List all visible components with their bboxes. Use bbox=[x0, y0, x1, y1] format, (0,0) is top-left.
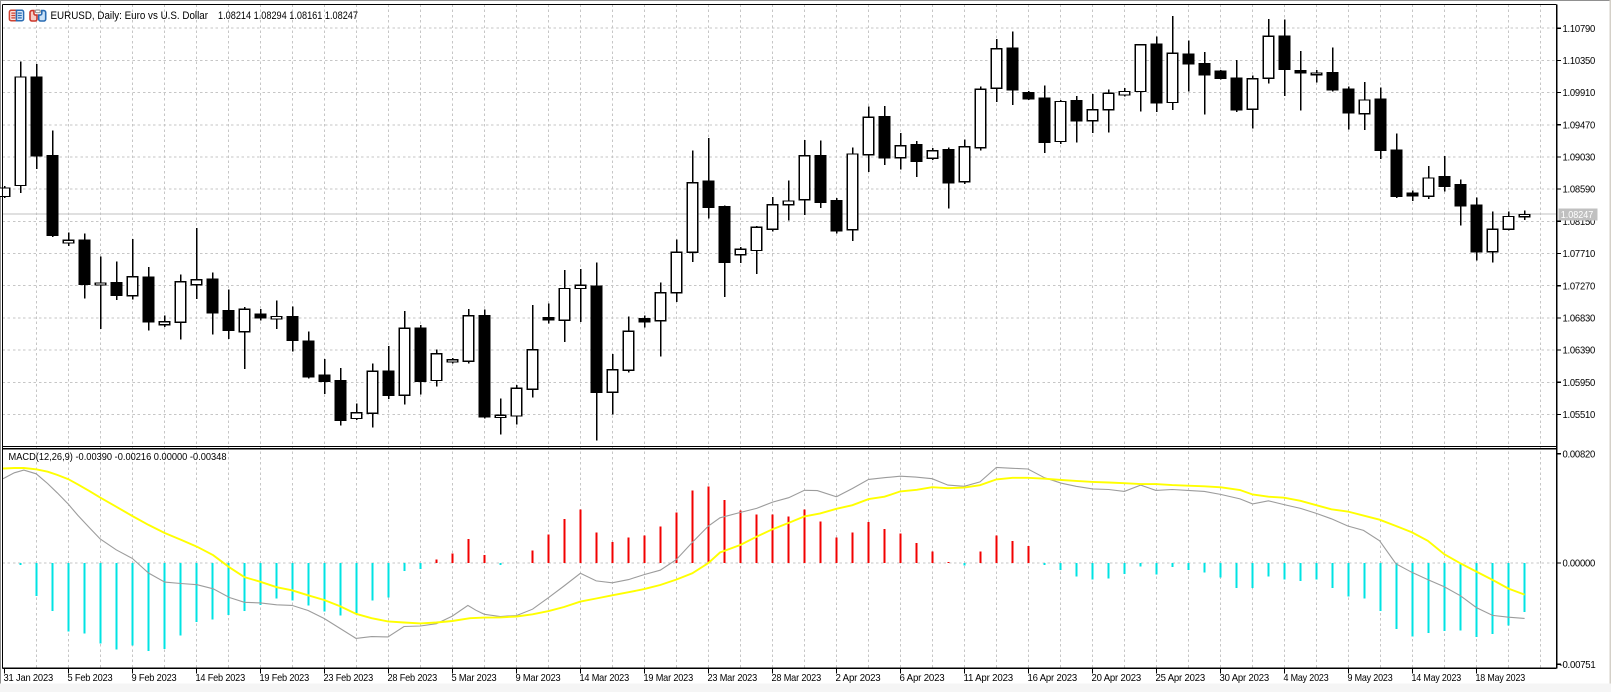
svg-text:28 Mar 2023: 28 Mar 2023 bbox=[772, 673, 822, 684]
svg-text:2 Apr 2023: 2 Apr 2023 bbox=[836, 673, 881, 684]
svg-text:1.06830: 1.06830 bbox=[1563, 314, 1596, 325]
svg-text:30 Apr 2023: 30 Apr 2023 bbox=[1220, 673, 1270, 684]
svg-text:1.08247: 1.08247 bbox=[1561, 210, 1594, 221]
svg-text:31 Jan 2023: 31 Jan 2023 bbox=[4, 673, 54, 684]
svg-text:11 Apr 2023: 11 Apr 2023 bbox=[964, 673, 1014, 684]
svg-text:14 Feb 2023: 14 Feb 2023 bbox=[196, 673, 246, 684]
svg-text:1.05950: 1.05950 bbox=[1563, 378, 1596, 389]
svg-text:5 Mar 2023: 5 Mar 2023 bbox=[452, 673, 497, 684]
svg-text:1.06390: 1.06390 bbox=[1563, 346, 1596, 357]
svg-text:9 May 2023: 9 May 2023 bbox=[1348, 673, 1393, 684]
svg-text:20 Apr 2023: 20 Apr 2023 bbox=[1092, 673, 1142, 684]
svg-text:1.09030: 1.09030 bbox=[1563, 153, 1596, 164]
svg-text:1.08214 1.08294 1.08161 1.0824: 1.08214 1.08294 1.08161 1.08247 bbox=[218, 10, 358, 22]
svg-text:1.08590: 1.08590 bbox=[1563, 185, 1596, 196]
svg-text:9 Feb 2023: 9 Feb 2023 bbox=[132, 673, 177, 684]
svg-text:23 Mar 2023: 23 Mar 2023 bbox=[708, 673, 758, 684]
svg-text:1.10790: 1.10790 bbox=[1563, 24, 1596, 35]
svg-text:16 Apr 2023: 16 Apr 2023 bbox=[1028, 673, 1078, 684]
svg-text:23 Feb 2023: 23 Feb 2023 bbox=[324, 673, 374, 684]
svg-text:14 May 2023: 14 May 2023 bbox=[1412, 673, 1462, 684]
svg-text:19 Feb 2023: 19 Feb 2023 bbox=[260, 673, 310, 684]
svg-text:25 Apr 2023: 25 Apr 2023 bbox=[1156, 673, 1206, 684]
svg-text:1.09470: 1.09470 bbox=[1563, 120, 1596, 131]
svg-text:4 May 2023: 4 May 2023 bbox=[1284, 673, 1329, 684]
svg-text:19 Mar 2023: 19 Mar 2023 bbox=[644, 673, 694, 684]
svg-text:-0.00751: -0.00751 bbox=[1560, 660, 1597, 671]
svg-text:0.00000: 0.00000 bbox=[1563, 559, 1596, 570]
svg-text:1.10350: 1.10350 bbox=[1563, 56, 1596, 67]
svg-text:1.08150: 1.08150 bbox=[1563, 217, 1596, 228]
svg-text:1.09910: 1.09910 bbox=[1563, 88, 1596, 99]
svg-text:5 Feb 2023: 5 Feb 2023 bbox=[68, 673, 113, 684]
svg-text:0.00820: 0.00820 bbox=[1563, 449, 1596, 460]
svg-text:EURUSD, Daily: Euro vs U.S. D: EURUSD, Daily: Euro vs U.S. Dollar bbox=[51, 10, 209, 22]
svg-text:9 Mar 2023: 9 Mar 2023 bbox=[516, 673, 561, 684]
svg-text:1.05510: 1.05510 bbox=[1563, 410, 1596, 421]
svg-text:MACD(12,26,9) -0.00390 -0.0021: MACD(12,26,9) -0.00390 -0.00216 0.00000 … bbox=[9, 452, 227, 463]
svg-text:6 Apr 2023: 6 Apr 2023 bbox=[900, 673, 945, 684]
svg-text:14 Mar 2023: 14 Mar 2023 bbox=[580, 673, 630, 684]
svg-text:1.07270: 1.07270 bbox=[1563, 281, 1596, 292]
svg-text:1.07710: 1.07710 bbox=[1563, 249, 1596, 260]
svg-text:18 May 2023: 18 May 2023 bbox=[1476, 673, 1526, 684]
svg-text:28 Feb 2023: 28 Feb 2023 bbox=[388, 673, 438, 684]
